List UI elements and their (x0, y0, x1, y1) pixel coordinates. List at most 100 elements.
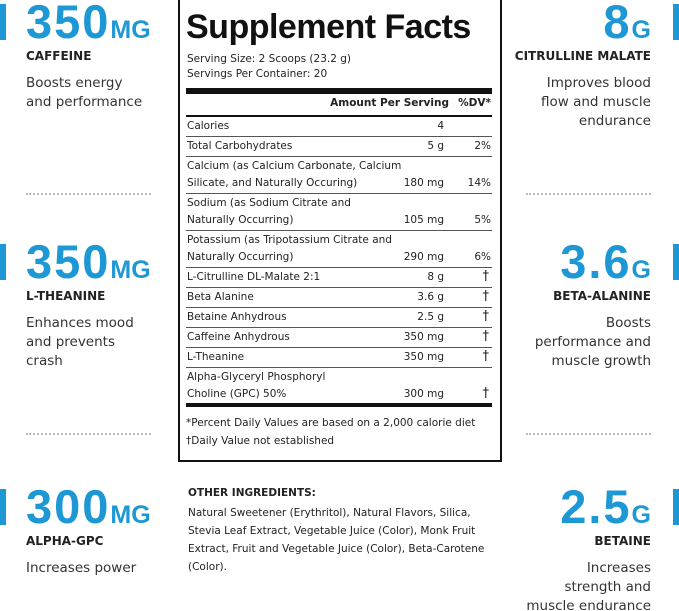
dv-header: %DV* (458, 97, 491, 109)
other-text: Stevia Leaf Extract, Vegetable Juice (Co… (188, 525, 476, 537)
thick-rule (186, 88, 492, 94)
nutrient-name: Naturally Occurring) (187, 214, 294, 226)
amount: 8G (603, 0, 651, 54)
amount-value: 300 (26, 480, 111, 533)
accent-bar (0, 4, 6, 40)
nutrient-amount: 4 (437, 120, 444, 132)
nutrient-name: Calcium (as Calcium Carbonate, Calcium (187, 160, 402, 172)
amount-value: 3.6 (560, 235, 632, 288)
footnote: †Daily Value not established (186, 435, 335, 447)
description: endurance (578, 113, 651, 129)
nutrient-name: L-Theanine (187, 351, 245, 363)
daily-value: † (482, 289, 490, 304)
description: Boosts (605, 315, 651, 331)
facts-title: Supplement Facts (186, 8, 471, 46)
amount-unit: G (631, 256, 651, 284)
accent-bar (673, 244, 679, 280)
other-text: (Color). (188, 561, 227, 573)
divider (526, 433, 651, 435)
rule (186, 136, 492, 137)
accent-bar (0, 489, 6, 525)
nutrient-amount: 350 mg (403, 351, 444, 363)
amount-unit: MG (110, 501, 151, 529)
amount: 350MG (26, 0, 151, 54)
nutrient-amount: 2.5 g (417, 311, 444, 323)
daily-value: 6% (474, 251, 491, 263)
rule (186, 367, 492, 368)
nutrient-amount: 3.6 g (417, 291, 444, 303)
nutrient-name: Caffeine Anhydrous (187, 331, 290, 343)
daily-value: † (482, 269, 490, 284)
nutrient-name: Silicate, and Naturally Occuring) (187, 177, 358, 189)
other-text: Natural Sweetener (Erythritol), Natural … (188, 507, 471, 519)
description: Enhances mood (26, 315, 134, 331)
ingredient-name: CAFFEINE (26, 49, 92, 63)
description: and performance (26, 94, 143, 110)
ingredient-name: BETA-ALANINE (553, 289, 651, 303)
description: performance and (534, 334, 651, 350)
nutrient-name: Potassium (as Tripotassium Citrate and (187, 234, 392, 246)
daily-value: † (482, 309, 490, 324)
nutrient-name: L-Citrulline DL-Malate 2:1 (187, 271, 321, 283)
divider (26, 193, 151, 195)
description: flow and muscle (540, 94, 651, 110)
divider (26, 433, 151, 435)
amount-unit: MG (110, 256, 151, 284)
amount: 350MG (26, 238, 151, 294)
nutrient-amount: 180 mg (403, 177, 444, 189)
rule (186, 193, 492, 194)
description: Increases (586, 560, 651, 576)
thick-rule (186, 403, 492, 407)
amount-value: 2.5 (560, 480, 632, 533)
divider (526, 193, 651, 195)
nutrient-amount: 350 mg (403, 331, 444, 343)
nutrient-amount: 5 g (427, 140, 444, 152)
description: Boosts energy (26, 75, 123, 91)
nutrient-name: Naturally Occurring) (187, 251, 294, 263)
rule (186, 307, 492, 308)
nutrient-name: Beta Alanine (187, 291, 254, 303)
nutrient-amount: 8 g (427, 271, 444, 283)
nutrient-name: Choline (GPC) 50% (187, 388, 287, 400)
rule (186, 230, 492, 231)
rule (186, 156, 492, 157)
rule (186, 267, 492, 268)
amount-header: Amount Per Serving (330, 97, 449, 109)
accent-bar (673, 4, 679, 40)
description: and prevents (26, 334, 115, 350)
nutrient-name: Sodium (as Sodium Citrate and (187, 197, 351, 209)
nutrient-amount: 300 mg (403, 388, 444, 400)
amount-unit: G (631, 16, 651, 44)
ingredient-name: BETAINE (594, 534, 651, 548)
nutrient-name: Total Carbohydrates (187, 140, 293, 152)
amount: 300MG (26, 483, 151, 539)
daily-value: 2% (474, 140, 491, 152)
description: Improves blood (546, 75, 651, 91)
amount-value: 350 (26, 235, 111, 288)
accent-bar (673, 489, 679, 525)
amount-value: 350 (26, 0, 111, 48)
facts-panel (178, 0, 502, 462)
rule (186, 327, 492, 328)
amount-unit: G (631, 501, 651, 529)
description: crash (26, 353, 63, 369)
rule (186, 347, 492, 348)
rule (186, 287, 492, 288)
daily-value: † (482, 349, 490, 364)
other-heading: OTHER INGREDIENTS: (188, 487, 316, 499)
nutrient-name: Calories (187, 120, 230, 132)
nutrient-name: Betaine Anhydrous (187, 311, 287, 323)
daily-value: † (482, 386, 490, 401)
amount-unit: MG (110, 16, 151, 44)
ingredient-name: L-THEANINE (26, 289, 106, 303)
amount: 3.6G (560, 238, 651, 294)
description: muscle endurance (526, 598, 651, 611)
accent-bar (0, 244, 6, 280)
rule (186, 115, 492, 117)
ingredient-name: CITRULLINE MALATE (514, 49, 651, 63)
description: muscle growth (551, 353, 651, 369)
daily-value: 14% (467, 177, 491, 189)
ingredient-name: ALPHA-GPC (26, 534, 104, 548)
amount: 2.5G (560, 483, 651, 539)
